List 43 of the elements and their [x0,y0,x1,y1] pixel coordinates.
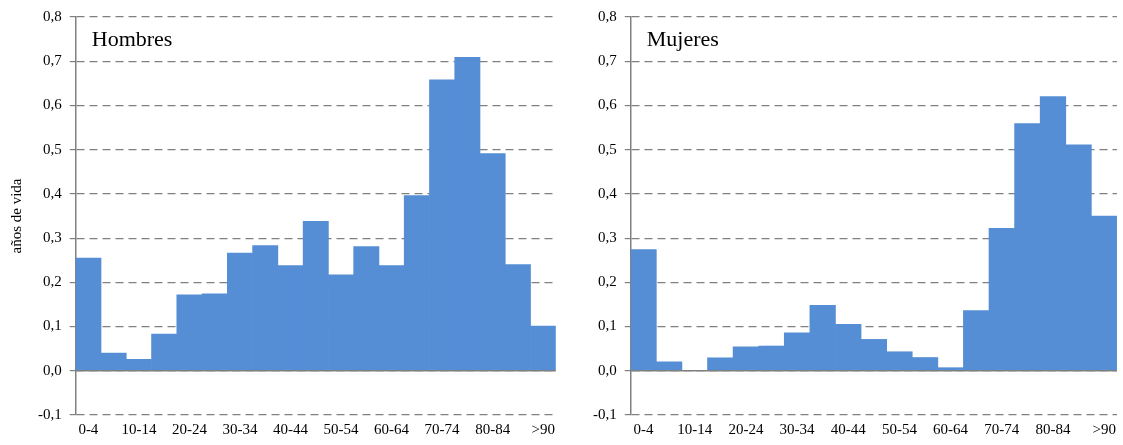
x-tick-label: 50-54 [323,420,360,437]
y-tick-label: 0,4 [598,184,618,201]
y-tick-label: 0,2 [43,273,62,290]
y-tick-label: -0,1 [593,405,617,422]
x-tick-label: 60-64 [374,420,410,437]
y-tick-label: 0,3 [598,229,617,246]
y-tick-label: 0,3 [43,229,62,246]
y-tick-label: 0,0 [43,361,62,378]
y-tick-label: 0,7 [598,52,618,69]
y-tick-label: -0,1 [38,405,62,422]
x-tick-label: >90 [1092,420,1116,437]
y-tick-label: 0,1 [43,317,62,334]
x-tick-label: 0-4 [633,420,655,437]
x-tick-label: 50-54 [881,420,918,437]
y-tick-label: 0,5 [43,140,62,157]
y-tick-label: 0,6 [43,96,63,113]
y-tick-label: 0,1 [598,317,617,334]
y-tick-label: 0,0 [598,361,617,378]
x-tick-label: 30-34 [222,420,258,437]
x-tick-label: 70-74 [984,420,1020,437]
x-tick-label: 40-44 [830,420,867,437]
y-tick-label: 0,4 [43,184,63,201]
x-tick-label: 10-14 [121,420,157,437]
y-tick-label: 0,2 [598,273,617,290]
chart-title: Hombres [91,25,173,51]
y-axis-title: años de vida [7,178,24,254]
x-tick-label: 0-4 [78,420,99,437]
x-tick-label: 80-84 [1035,420,1071,437]
x-tick-label: >90 [531,420,555,437]
y-tick-label: 0,8 [598,7,617,24]
x-tick-label: 80-84 [475,420,511,437]
x-tick-label: 20-24 [728,420,764,437]
x-tick-label: 70-74 [424,420,461,437]
x-tick-label: 40-44 [273,420,309,437]
y-tick-label: 0,7 [43,52,63,69]
x-tick-label: 20-24 [171,420,208,437]
y-tick-label: 0,8 [43,7,62,24]
x-tick-label: 60-64 [933,420,969,437]
x-tick-label: 30-34 [779,420,816,437]
y-tick-label: 0,5 [598,140,617,157]
y-tick-label: 0,6 [598,96,618,113]
x-tick-label: 10-14 [677,420,713,437]
chart-title: Mujeres [646,25,719,51]
